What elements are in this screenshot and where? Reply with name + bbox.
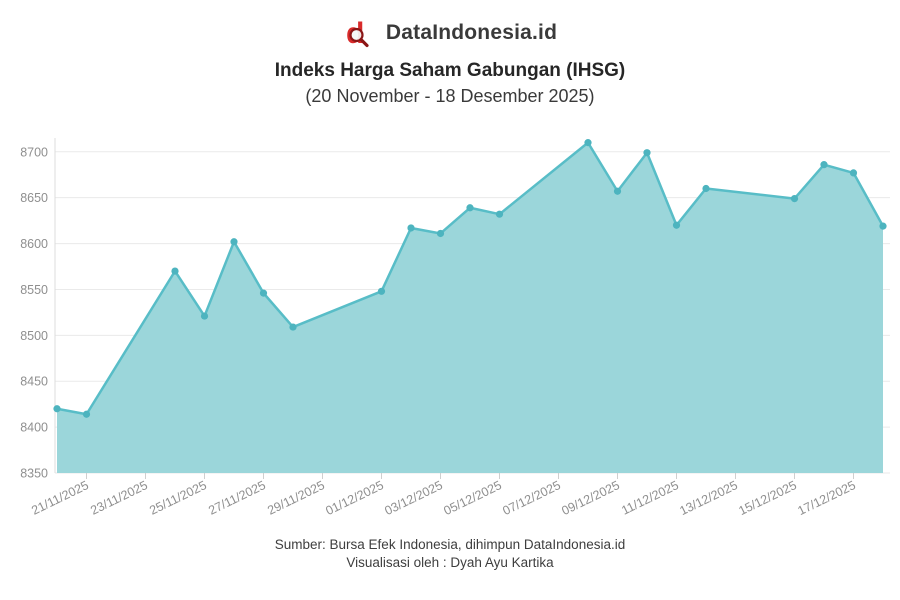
data-point (259, 289, 268, 297)
y-axis-tick-label: 8650 (20, 191, 48, 205)
data-point (82, 410, 91, 418)
x-axis-tick-label: 01/12/2025 (323, 478, 385, 518)
x-axis-tick-label: 17/12/2025 (795, 478, 857, 518)
x-axis-tick-label: 09/12/2025 (559, 478, 621, 518)
x-axis-tick-label: 23/11/2025 (88, 478, 150, 518)
ihsg-area-chart: 8350 8400 8450 8500 8550 8600 8650 8700 21/11/20… (20, 138, 890, 518)
y-axis-tick-label: 8700 (20, 145, 48, 159)
x-axis-tick-label: 15/12/2025 (736, 478, 798, 518)
data-point (643, 149, 651, 157)
area-fill (57, 142, 883, 473)
y-axis-tick-label: 8450 (20, 375, 48, 389)
data-point (849, 169, 858, 177)
x-axis-tick-label: 21/11/2025 (29, 478, 91, 518)
data-point (584, 139, 592, 147)
x-axis-tick-label: 25/11/2025 (147, 478, 209, 518)
x-axis-tick-label: 11/12/2025 (619, 478, 681, 518)
data-points (53, 139, 887, 418)
footer: Sumber: Bursa Efek Indonesia, dihimpun D… (0, 536, 900, 572)
y-axis-tick-label: 8350 (20, 467, 48, 481)
brand-name: DataIndonesia.id (385, 21, 558, 44)
chart-subtitle: (20 November - 18 Desember 2025) (305, 86, 595, 106)
y-axis-tick-label: 8400 (20, 421, 48, 435)
chart-title: Indeks Harga Saham Gabungan (IHSG) (274, 60, 626, 81)
data-point (200, 312, 209, 320)
data-point (230, 238, 238, 246)
data-point (672, 221, 681, 229)
data-point (289, 323, 297, 331)
data-point (377, 287, 386, 295)
chart-area: 8350 8400 8450 8500 8550 8600 8650 8700 21/11/20… (0, 130, 900, 530)
data-point (495, 210, 504, 218)
y-axis-tick-label: 8600 (20, 237, 48, 251)
x-axis-tick-label: 13/12/2025 (677, 478, 739, 518)
data-point (466, 204, 474, 212)
x-axis-tick-label: 03/12/2025 (382, 478, 444, 518)
data-point (171, 267, 179, 275)
x-axis-tick-label: 29/11/2025 (265, 478, 327, 518)
data-point (790, 195, 799, 203)
data-point (820, 161, 828, 169)
x-axis-tick-label: 05/12/2025 (441, 478, 503, 518)
source-note: Sumber: Bursa Efek Indonesia, dihimpun D… (274, 537, 626, 552)
credit-note: Visualisasi oleh : Dyah Ayu Kartika (346, 555, 554, 570)
data-point (879, 222, 887, 230)
header: d DataIndonesia.id (0, 14, 900, 52)
data-point (613, 187, 622, 195)
x-axis-tick-label: 07/12/2025 (500, 478, 562, 518)
y-axis-tick-label: 8500 (20, 329, 48, 343)
x-axis-tick-label: 27/11/2025 (206, 478, 268, 518)
y-axis-tick-label: 8550 (20, 283, 48, 297)
data-point (407, 224, 415, 232)
dataindonesia-logo-icon: d (343, 16, 377, 50)
data-point (702, 184, 710, 193)
data-point (436, 229, 445, 238)
data-point (53, 405, 61, 413)
